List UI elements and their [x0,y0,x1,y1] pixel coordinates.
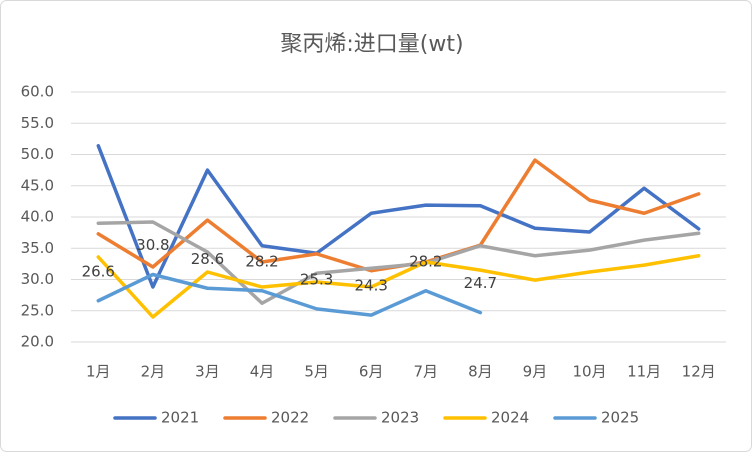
x-tick-label: 4月 [250,363,275,381]
data-label: 24.3 [355,277,388,295]
x-tick-label: 2月 [141,363,166,381]
series-line [96,272,483,317]
data-label: 28.6 [191,250,224,268]
legend-label: 2024 [491,409,529,427]
legend-label: 2023 [381,409,419,427]
y-tick-label: 35.0 [21,239,54,257]
data-label: 25.3 [300,270,333,288]
legend-label: 2021 [161,409,199,427]
y-tick-label: 30.0 [21,270,54,288]
legend-label: 2025 [601,409,639,427]
series-line [96,254,701,319]
x-tick-label: 12月 [682,363,716,381]
x-tick-label: 11月 [627,363,661,381]
data-label: 24.7 [464,274,497,292]
x-tick-label: 8月 [468,363,493,381]
series-line [96,220,701,305]
series-line [96,144,701,289]
x-tick-label: 10月 [572,363,606,381]
x-tick-label: 3月 [195,363,220,381]
data-label: 28.2 [409,252,442,270]
data-label: 28.2 [245,252,278,270]
x-tick-label: 6月 [359,363,384,381]
y-tick-label: 40.0 [21,208,54,226]
y-tick-label: 45.0 [21,176,54,194]
y-tick-label: 20.0 [21,333,54,351]
x-tick-label: 9月 [523,363,548,381]
x-tick-label: 5月 [304,363,329,381]
y-tick-label: 25.0 [21,301,54,319]
y-tick-label: 50.0 [21,145,54,163]
data-label: 26.6 [82,262,115,280]
data-label: 30.8 [136,236,169,254]
y-tick-label: 60.0 [21,83,54,101]
chart-title: 聚丙烯:进口量(wt) [280,32,463,57]
legend-label: 2022 [271,409,309,427]
y-tick-label: 55.0 [21,114,54,132]
x-tick-label: 1月 [86,363,111,381]
x-tick-label: 7月 [414,363,439,381]
